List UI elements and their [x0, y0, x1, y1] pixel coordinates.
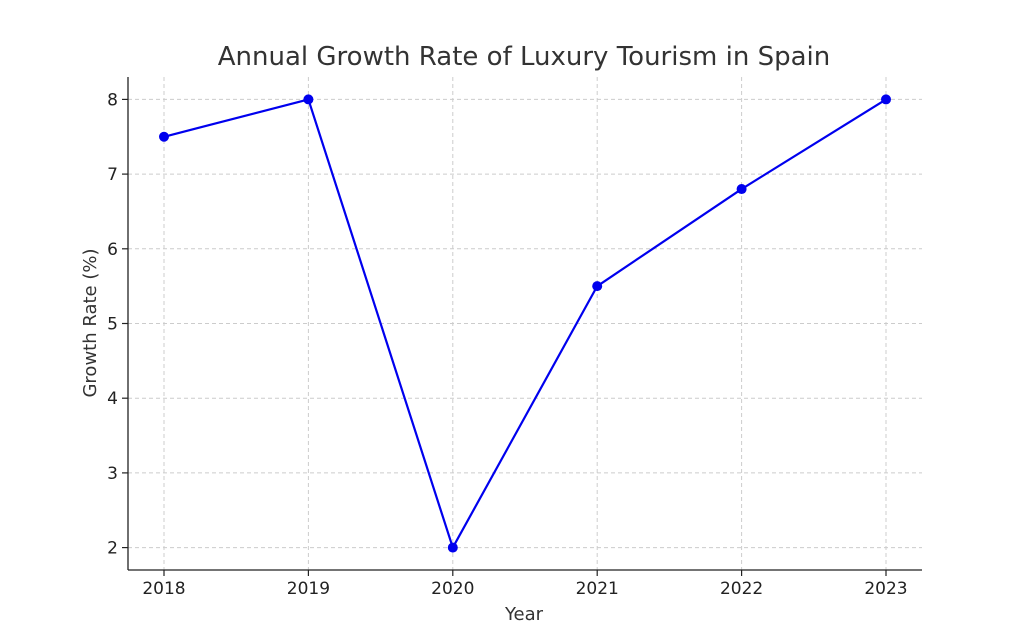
series: [159, 94, 891, 553]
x-tick-label: 2023: [864, 579, 907, 599]
y-axis-ticks: 2 3 4 5 6 7 8: [107, 90, 128, 559]
chart-title: Annual Growth Rate of Luxury Tourism in …: [218, 42, 830, 72]
x-axis-ticks: 2018 2019 2020 2021 2022 2023: [142, 570, 908, 599]
x-tick-label: 2022: [720, 579, 763, 599]
y-tick-label: 7: [107, 165, 118, 185]
x-tick-label: 2018: [142, 579, 185, 599]
data-point: [881, 94, 891, 105]
data-point: [592, 281, 603, 292]
y-tick-label: 5: [107, 315, 118, 335]
data-point: [447, 542, 458, 553]
y-tick-label: 3: [107, 464, 118, 484]
x-axis-label: Year: [504, 604, 544, 625]
x-tick-label: 2019: [287, 579, 330, 599]
y-axis-label: Growth Rate (%): [80, 248, 101, 397]
y-tick-label: 4: [107, 389, 118, 409]
y-tick-label: 8: [107, 90, 118, 110]
data-point: [736, 184, 747, 195]
y-tick-label: 2: [107, 539, 118, 559]
data-point: [303, 94, 314, 105]
series-line: [163, 98, 887, 549]
x-tick-label: 2020: [431, 579, 474, 599]
x-tick-label: 2021: [576, 579, 619, 599]
grid: [128, 77, 922, 570]
data-point: [159, 131, 169, 142]
y-tick-label: 6: [107, 240, 118, 260]
